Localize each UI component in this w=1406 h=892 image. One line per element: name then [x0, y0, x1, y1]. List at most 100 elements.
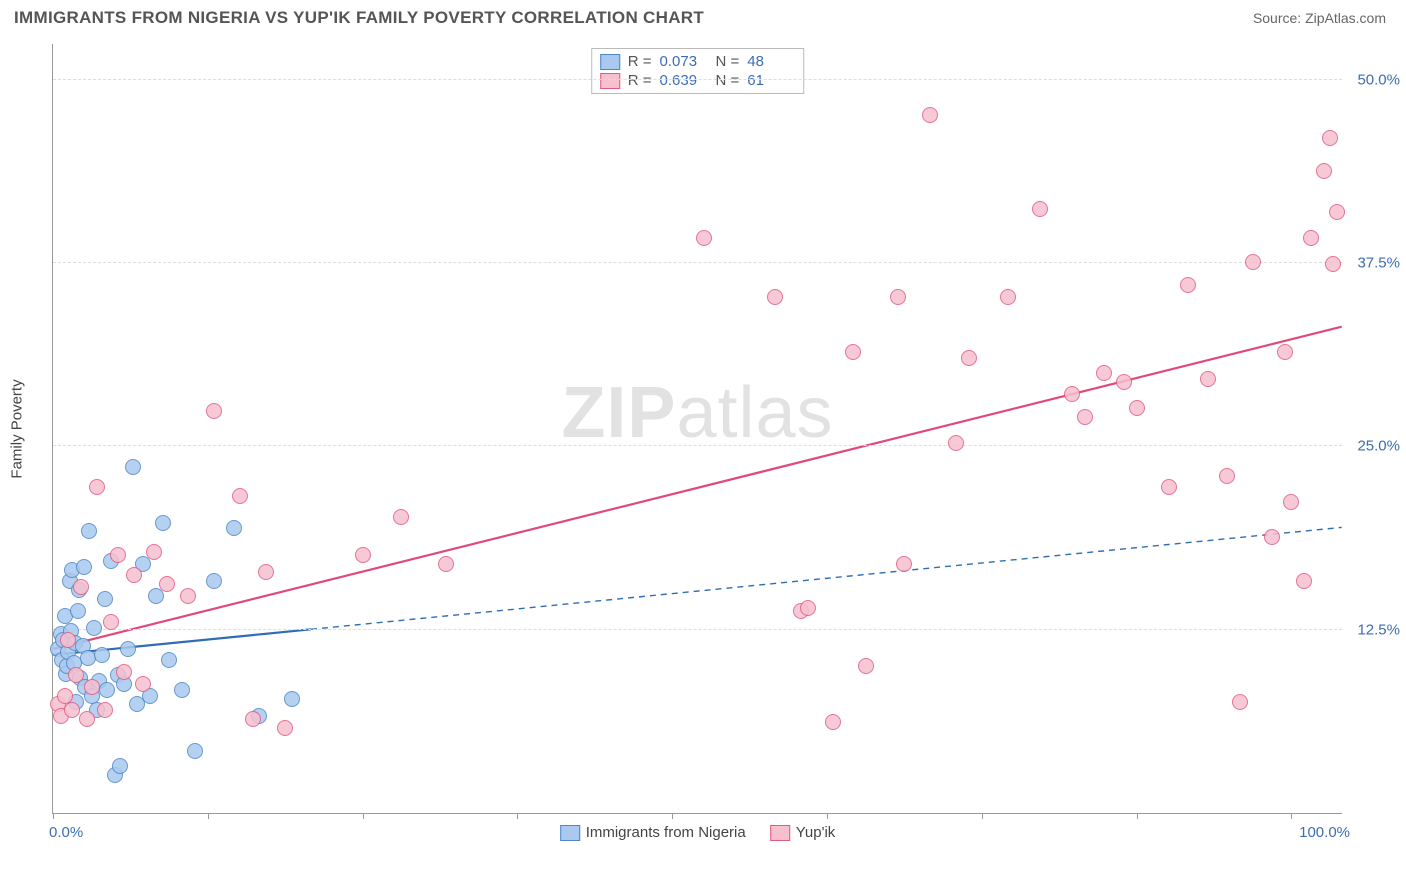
- chart-container: ZIPatlas Family Poverty R =0.073N =48R =…: [52, 44, 1392, 844]
- scatter-point: [948, 435, 964, 451]
- legend-stats: R =0.073N =48R =0.639N =61: [591, 48, 805, 94]
- legend-n-label: N =: [716, 53, 740, 70]
- y-tick-label: 50.0%: [1357, 71, 1400, 88]
- scatter-point: [206, 573, 222, 589]
- gridline: [53, 79, 1342, 80]
- y-axis-label: Family Poverty: [9, 379, 26, 478]
- scatter-point: [86, 620, 102, 636]
- gridline: [53, 262, 1342, 263]
- legend-swatch: [770, 825, 790, 841]
- scatter-point: [1303, 230, 1319, 246]
- scatter-point: [961, 350, 977, 366]
- legend-stat-row: R =0.073N =48: [600, 52, 796, 71]
- scatter-point: [99, 682, 115, 698]
- scatter-point: [845, 344, 861, 360]
- scatter-point: [155, 515, 171, 531]
- scatter-point: [858, 658, 874, 674]
- scatter-point: [81, 523, 97, 539]
- scatter-point: [226, 520, 242, 536]
- scatter-point: [245, 711, 261, 727]
- scatter-point: [1161, 479, 1177, 495]
- legend-stat-row: R = 0.639 N = 61: [600, 71, 796, 90]
- x-tick: [1291, 813, 1292, 819]
- legend-swatch: [600, 54, 620, 70]
- scatter-point: [112, 758, 128, 774]
- y-tick-label: 25.0%: [1357, 438, 1400, 455]
- scatter-point: [103, 614, 119, 630]
- x-axis-min-label: 0.0%: [49, 824, 83, 841]
- scatter-point: [1329, 204, 1345, 220]
- scatter-point: [161, 652, 177, 668]
- legend-r-label: R =: [628, 53, 652, 70]
- x-axis-max-label: 100.0%: [1299, 824, 1350, 841]
- scatter-point: [126, 567, 142, 583]
- trend-lines: [53, 44, 1342, 813]
- legend-n-value: 61: [747, 72, 795, 89]
- scatter-point: [890, 289, 906, 305]
- y-tick-label: 37.5%: [1357, 255, 1400, 272]
- scatter-point: [1180, 277, 1196, 293]
- scatter-point: [355, 547, 371, 563]
- scatter-point: [94, 647, 110, 663]
- y-tick-label: 12.5%: [1357, 621, 1400, 638]
- scatter-point: [146, 544, 162, 560]
- legend-series-label: Yup'ik: [796, 824, 836, 841]
- scatter-point: [1200, 371, 1216, 387]
- scatter-point: [1264, 529, 1280, 545]
- scatter-point: [68, 667, 84, 683]
- legend-swatch: [560, 825, 580, 841]
- scatter-point: [120, 641, 136, 657]
- scatter-point: [89, 479, 105, 495]
- legend-series-item: Yup'ik: [770, 824, 836, 841]
- legend-r-value: 0.639: [660, 72, 708, 89]
- scatter-point: [73, 579, 89, 595]
- watermark: ZIPatlas: [561, 372, 833, 454]
- scatter-point: [896, 556, 912, 572]
- x-tick: [208, 813, 209, 819]
- scatter-point: [767, 289, 783, 305]
- scatter-point: [696, 230, 712, 246]
- scatter-point: [1129, 400, 1145, 416]
- scatter-point: [1096, 365, 1112, 381]
- scatter-point: [180, 588, 196, 604]
- legend-series-label: Immigrants from Nigeria: [586, 824, 746, 841]
- scatter-point: [187, 743, 203, 759]
- scatter-point: [1316, 163, 1332, 179]
- legend-swatch: [600, 73, 620, 89]
- scatter-point: [1245, 254, 1261, 270]
- scatter-point: [110, 547, 126, 563]
- source-label: Source: ZipAtlas.com: [1253, 10, 1386, 26]
- x-tick: [363, 813, 364, 819]
- scatter-point: [116, 664, 132, 680]
- scatter-point: [800, 600, 816, 616]
- x-tick: [53, 813, 54, 819]
- x-tick: [827, 813, 828, 819]
- scatter-point: [206, 403, 222, 419]
- scatter-point: [76, 559, 92, 575]
- legend-n-label: N =: [716, 72, 740, 89]
- scatter-point: [1116, 374, 1132, 390]
- legend-r-value: 0.073: [660, 53, 708, 70]
- scatter-point: [57, 688, 73, 704]
- gridline: [53, 445, 1342, 446]
- chart-title: IMMIGRANTS FROM NIGERIA VS YUP'IK FAMILY…: [14, 8, 704, 28]
- scatter-point: [284, 691, 300, 707]
- scatter-point: [1232, 694, 1248, 710]
- scatter-point: [84, 679, 100, 695]
- scatter-point: [393, 509, 409, 525]
- scatter-point: [1277, 344, 1293, 360]
- x-tick: [1137, 813, 1138, 819]
- legend-r-label: R =: [628, 72, 652, 89]
- legend-series: Immigrants from Nigeria Yup'ik: [560, 824, 836, 841]
- scatter-point: [1077, 409, 1093, 425]
- scatter-point: [232, 488, 248, 504]
- scatter-point: [825, 714, 841, 730]
- scatter-point: [277, 720, 293, 736]
- scatter-point: [135, 676, 151, 692]
- scatter-point: [258, 564, 274, 580]
- scatter-point: [60, 632, 76, 648]
- scatter-point: [922, 107, 938, 123]
- scatter-point: [1032, 201, 1048, 217]
- x-tick: [672, 813, 673, 819]
- scatter-point: [1322, 130, 1338, 146]
